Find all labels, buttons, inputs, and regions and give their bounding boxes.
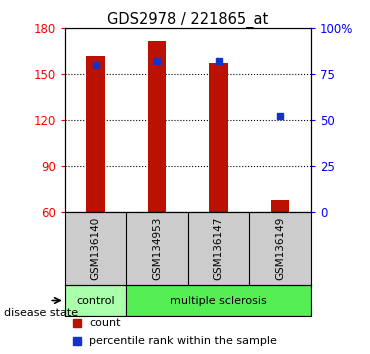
Text: count: count [90,319,121,329]
Bar [148,41,166,212]
Text: multiple sclerosis: multiple sclerosis [170,296,267,306]
Bar [65,285,126,316]
Text: GSM136149: GSM136149 [275,217,285,280]
Title: GDS2978 / 221865_at: GDS2978 / 221865_at [107,12,268,28]
Bar [271,200,289,212]
Text: control: control [76,296,115,306]
Bar [126,285,311,316]
Text: disease state: disease state [4,308,78,318]
Text: GSM134953: GSM134953 [152,217,162,280]
Text: GSM136147: GSM136147 [213,217,223,280]
Text: GSM136140: GSM136140 [91,217,101,280]
Bar [209,63,228,212]
Text: percentile rank within the sample: percentile rank within the sample [90,336,277,346]
Bar [86,56,105,212]
